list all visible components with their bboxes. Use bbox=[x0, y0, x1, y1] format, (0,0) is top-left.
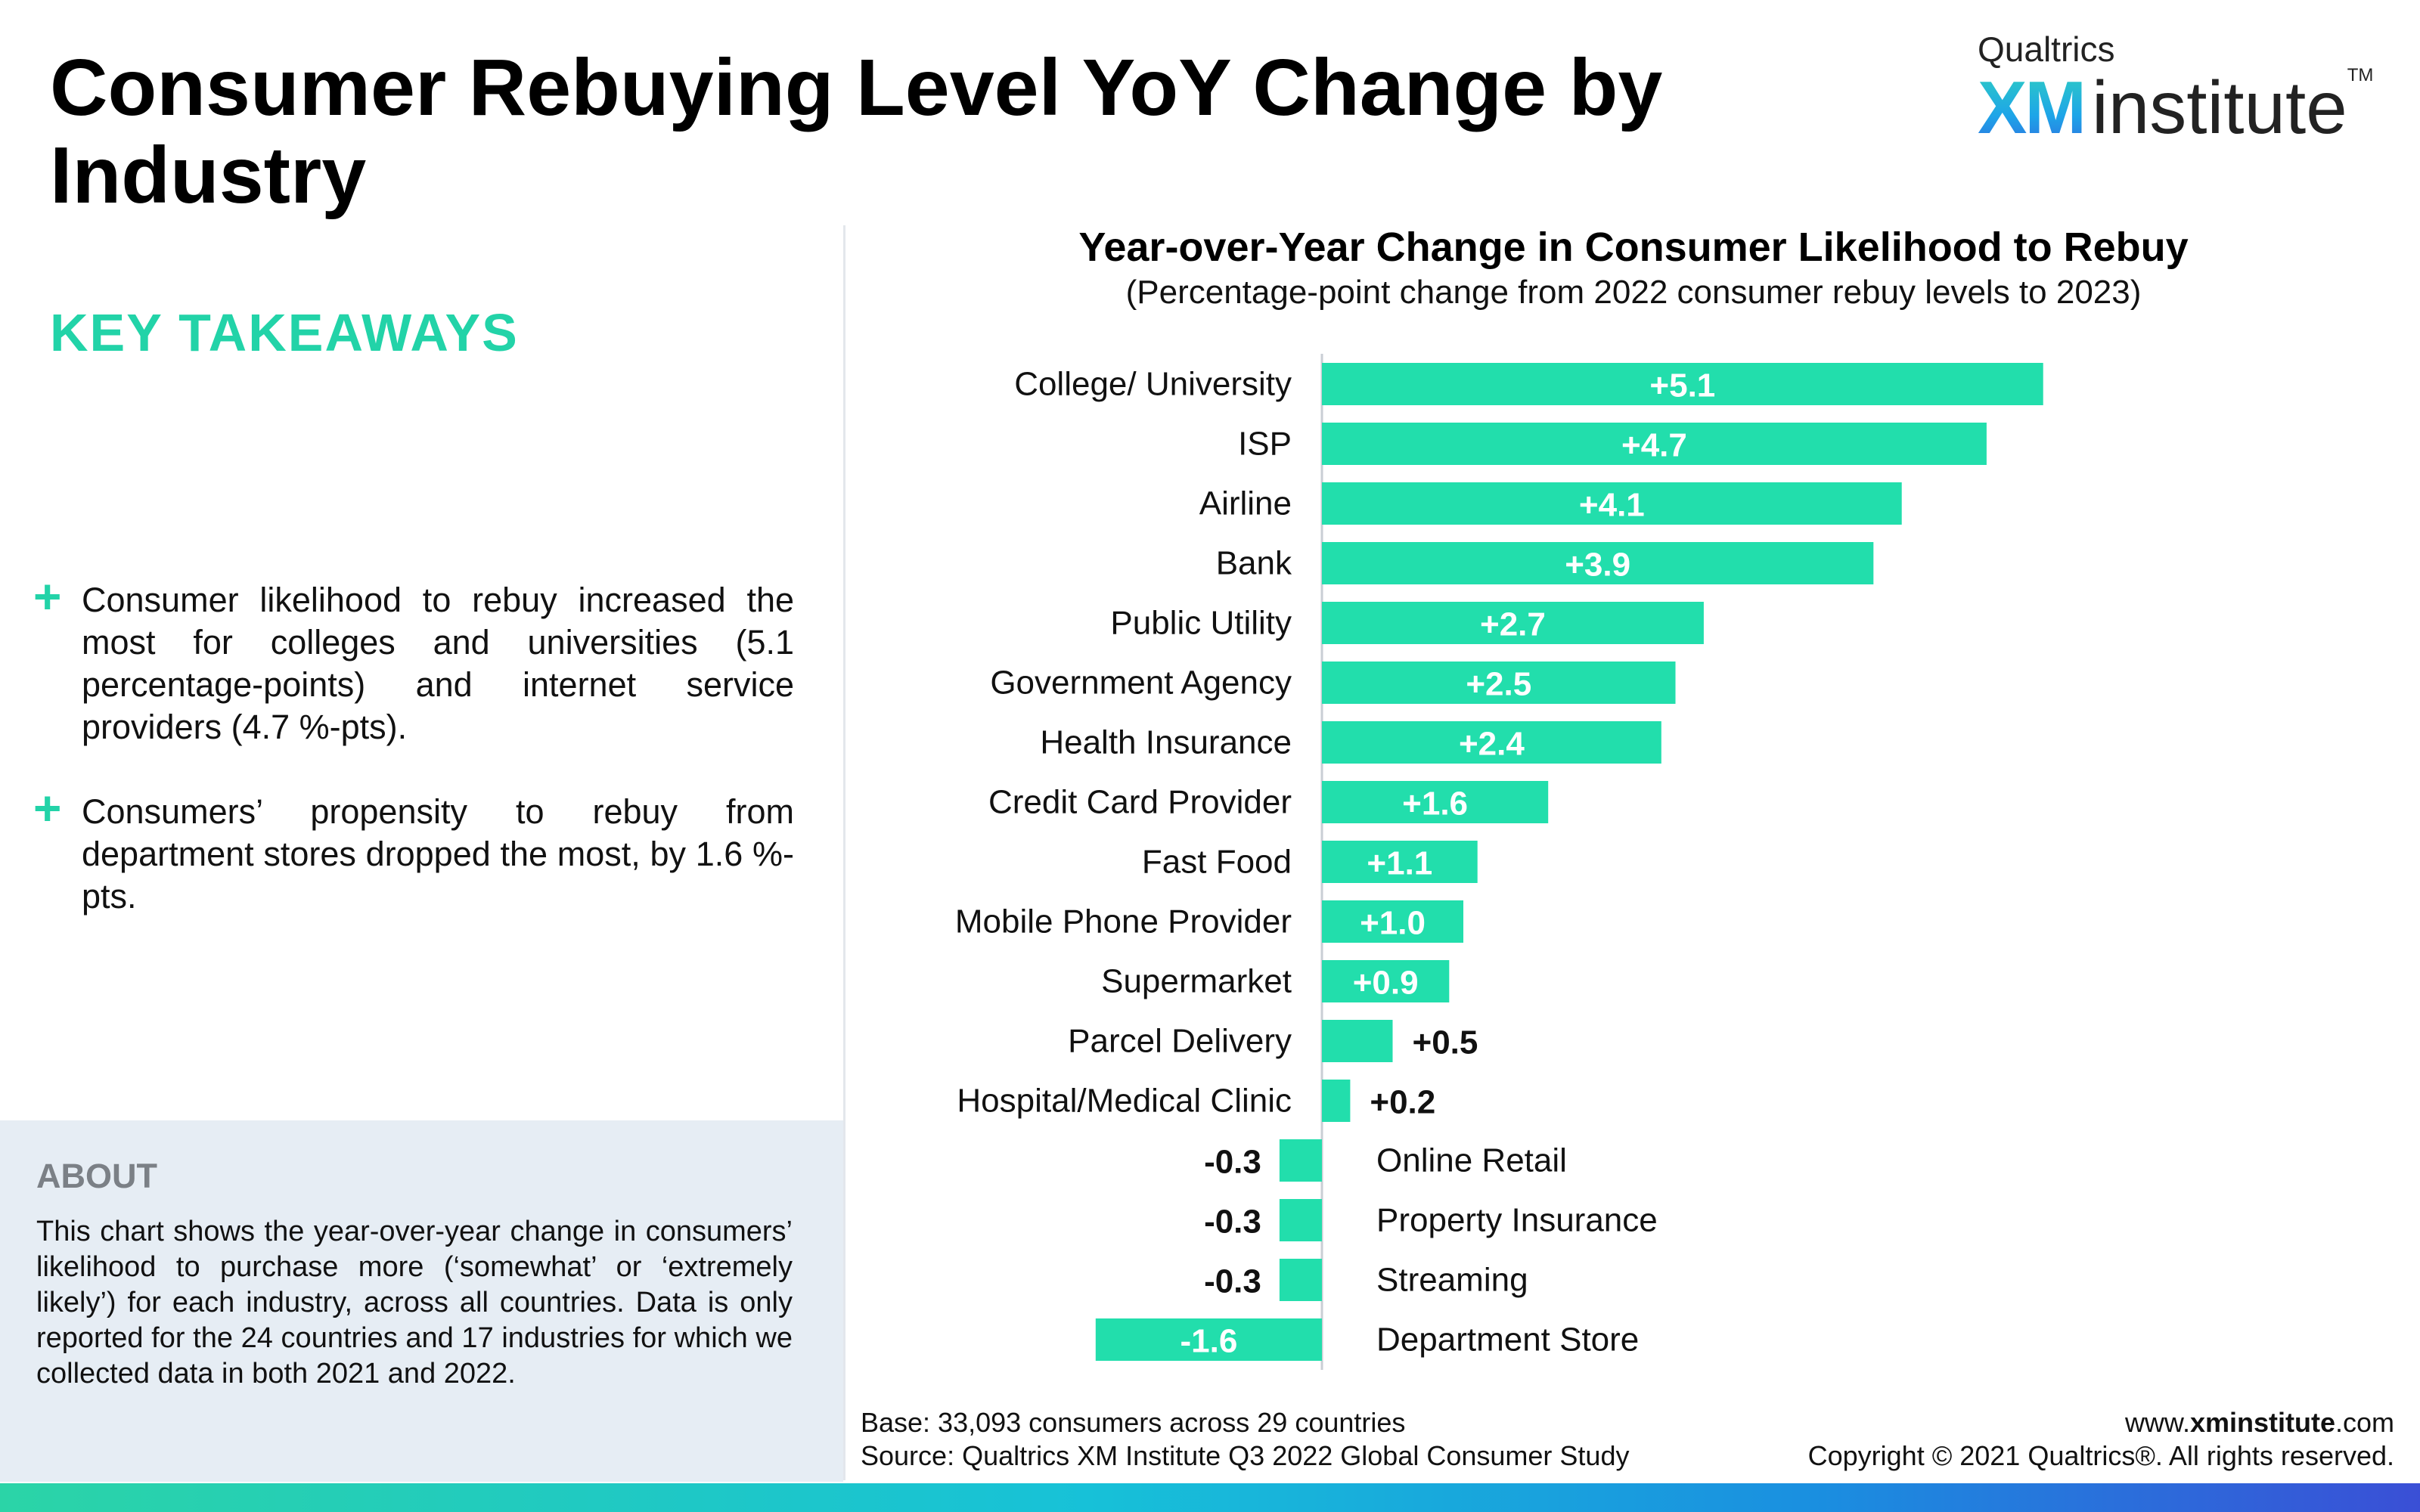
category-label: Airline bbox=[1199, 485, 1292, 522]
page-title: Consumer Rebuying Level YoY Change by In… bbox=[50, 43, 1663, 220]
website-link[interactable]: www.xminstitute.com bbox=[2124, 1407, 2394, 1438]
bar bbox=[1322, 781, 1549, 823]
category-label: Hospital/Medical Clinic bbox=[957, 1083, 1292, 1120]
bar bbox=[1279, 1259, 1322, 1301]
bottom-gradient-bar bbox=[0, 1483, 2420, 1512]
copyright-note: Copyright © 2021 Qualtrics®. All rights … bbox=[1807, 1440, 2394, 1471]
vertical-divider bbox=[843, 225, 845, 1480]
bar bbox=[1322, 662, 1676, 704]
logo-tm: TM bbox=[2347, 65, 2374, 85]
category-label: Bank bbox=[1216, 545, 1292, 582]
value-label: -0.3 bbox=[1204, 1204, 1261, 1241]
bar bbox=[1322, 542, 1874, 584]
bar bbox=[1322, 363, 2043, 405]
value-label: +0.2 bbox=[1370, 1084, 1435, 1121]
bar bbox=[1322, 960, 1450, 1002]
source-note: Source: Qualtrics XM Institute Q3 2022 G… bbox=[861, 1440, 1630, 1471]
value-label: +0.9 bbox=[1353, 965, 1419, 1002]
footer-base: Base: 33,093 consumers across 29 countri… bbox=[861, 1406, 1629, 1473]
logo-brand-bottom: XM instituteTM bbox=[1978, 65, 2373, 150]
key-takeaways-heading: KEY TAKEAWAYS bbox=[50, 303, 519, 362]
bar bbox=[1322, 423, 1987, 465]
category-label: Online Retail bbox=[1376, 1142, 1567, 1179]
footer-credit: www.xminstitute.com Copyright © 2021 Qua… bbox=[1808, 1406, 2394, 1473]
value-label: +2.4 bbox=[1459, 726, 1525, 763]
logo-xm: XM bbox=[1978, 66, 2086, 149]
takeaway-item: + Consumer likelihood to rebuy increased… bbox=[33, 569, 794, 748]
plus-icon: + bbox=[33, 781, 62, 835]
value-label: -0.3 bbox=[1204, 1263, 1261, 1300]
base-note: Base: 33,093 consumers across 29 countri… bbox=[861, 1407, 1406, 1438]
bar bbox=[1322, 1080, 1351, 1122]
bar-chart: College/ University +5.1 ISP +4.7 Airline +4.… bbox=[955, 354, 2043, 1370]
chart-title: Year-over-Year Change in Consumer Likeli… bbox=[1078, 225, 2189, 270]
bar bbox=[1322, 1020, 1393, 1062]
bar bbox=[1322, 841, 1478, 883]
value-label: -0.3 bbox=[1204, 1144, 1261, 1181]
value-label: -1.6 bbox=[1180, 1323, 1237, 1360]
category-label: ISP bbox=[1238, 426, 1292, 463]
category-label: College/ University bbox=[1014, 366, 1292, 403]
category-label: Credit Card Provider bbox=[988, 784, 1292, 821]
bar bbox=[1279, 1139, 1322, 1182]
category-label: Parcel Delivery bbox=[1068, 1023, 1292, 1060]
category-label: Fast Food bbox=[1142, 844, 1292, 881]
category-label: Streaming bbox=[1376, 1262, 1528, 1299]
category-label: Supermarket bbox=[1101, 963, 1292, 1000]
plus-icon: + bbox=[33, 569, 62, 624]
bar bbox=[1279, 1199, 1322, 1241]
takeaway-text: Consumers’ propensity to rebuy from depa… bbox=[82, 792, 794, 916]
value-label: +5.1 bbox=[1649, 367, 1715, 404]
value-label: +1.1 bbox=[1367, 845, 1432, 882]
bar bbox=[1322, 602, 1704, 644]
chart-subtitle: (Percentage-point change from 2022 consu… bbox=[1125, 274, 2142, 311]
category-label: Public Utility bbox=[1110, 605, 1292, 642]
bar bbox=[1322, 721, 1661, 764]
value-label: +0.5 bbox=[1413, 1024, 1478, 1061]
about-heading: ABOUT bbox=[36, 1157, 157, 1195]
value-label: +1.6 bbox=[1402, 785, 1468, 823]
bar bbox=[1322, 900, 1463, 943]
bar bbox=[1095, 1318, 1322, 1361]
category-label: Health Insurance bbox=[1040, 724, 1292, 761]
about-text: This chart shows the year-over-year chan… bbox=[36, 1216, 793, 1390]
value-label: +3.9 bbox=[1565, 547, 1630, 584]
value-label: +1.0 bbox=[1360, 905, 1426, 942]
category-label: Mobile Phone Provider bbox=[955, 903, 1292, 940]
logo-brand-top: Qualtrics bbox=[1978, 29, 2115, 69]
value-label: +2.5 bbox=[1466, 666, 1531, 703]
about-panel: ABOUT This chart shows the year-over-yea… bbox=[0, 1120, 843, 1482]
bar bbox=[1322, 482, 1902, 525]
takeaway-text: Consumer likelihood to rebuy increased t… bbox=[82, 581, 794, 746]
value-label: +4.7 bbox=[1621, 427, 1687, 464]
category-label: Government Agency bbox=[990, 665, 1292, 702]
category-label: Department Store bbox=[1376, 1321, 1639, 1359]
value-label: +2.7 bbox=[1480, 606, 1546, 643]
logo-institute: institute bbox=[2092, 66, 2347, 149]
value-label: +4.1 bbox=[1579, 487, 1645, 524]
category-label: Property Insurance bbox=[1376, 1202, 1658, 1239]
xm-institute-logo: Qualtrics XM instituteTM bbox=[1978, 29, 2373, 149]
takeaway-item: + Consumers’ propensity to rebuy from de… bbox=[33, 781, 794, 918]
